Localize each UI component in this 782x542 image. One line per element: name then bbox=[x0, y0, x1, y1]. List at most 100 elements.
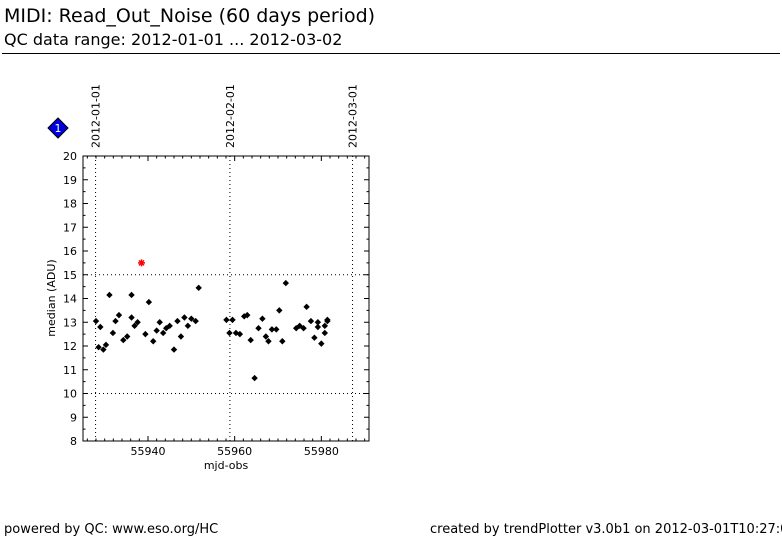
data-point bbox=[150, 338, 157, 345]
report-badge-label: 1 bbox=[55, 122, 62, 135]
data-point bbox=[92, 317, 100, 325]
y-tick-label: 10 bbox=[63, 388, 77, 401]
data-point bbox=[307, 317, 315, 325]
outlier-point bbox=[138, 259, 145, 267]
data-point bbox=[184, 322, 192, 330]
data-point bbox=[106, 291, 113, 299]
plot-frame bbox=[82, 155, 370, 442]
data-point bbox=[109, 329, 117, 337]
data-point bbox=[128, 291, 135, 299]
report-badge-icon: 1 bbox=[47, 117, 69, 139]
data-point bbox=[268, 326, 276, 333]
data-point bbox=[174, 317, 181, 325]
y-tick-label: 17 bbox=[63, 221, 77, 234]
date-marker-label: 2012-03-01 bbox=[347, 84, 360, 148]
data-point bbox=[134, 319, 141, 326]
data-point bbox=[255, 324, 262, 332]
data-point bbox=[279, 338, 286, 345]
data-point bbox=[188, 315, 195, 322]
y-tick-label: 20 bbox=[63, 150, 77, 163]
axis-ticks bbox=[83, 155, 369, 442]
footer-created-by: created by trendPlotter v3.0b1 on 2012-0… bbox=[430, 522, 782, 537]
data-point bbox=[262, 333, 270, 340]
outlier-stroke bbox=[138, 259, 145, 266]
data-point bbox=[282, 279, 289, 287]
y-tick-label: 14 bbox=[63, 293, 77, 306]
data-point bbox=[95, 343, 102, 351]
page-title: MIDI: Read_Out_Noise (60 days period) bbox=[4, 5, 376, 27]
data-point bbox=[273, 326, 280, 333]
data-point bbox=[311, 334, 318, 341]
data-point bbox=[100, 346, 107, 353]
data-point bbox=[241, 313, 248, 320]
data-point bbox=[223, 316, 230, 324]
data-point bbox=[128, 314, 135, 321]
data-point bbox=[192, 317, 199, 325]
data-point bbox=[181, 314, 188, 321]
y-tick-labels: 8 9 10 11 12 13 14 15 16 17 18 19 20 bbox=[63, 150, 77, 448]
data-point bbox=[156, 319, 163, 326]
data-point bbox=[244, 311, 251, 319]
data-point bbox=[324, 316, 331, 324]
data-point bbox=[303, 303, 310, 311]
date-marker-labels: 2012-01-01 2012-02-01 2012-03-01 bbox=[90, 84, 360, 148]
page-subtitle: QC data range: 2012-01-01 ... 2012-03-02 bbox=[4, 30, 343, 49]
x-tick-label: 55940 bbox=[131, 445, 166, 458]
data-point bbox=[321, 322, 328, 330]
data-point bbox=[195, 284, 202, 292]
data-point bbox=[145, 298, 153, 306]
data-point bbox=[265, 338, 272, 345]
date-marker-label: 2012-01-01 bbox=[90, 84, 103, 148]
y-tick-label: 8 bbox=[70, 435, 77, 448]
data-point bbox=[142, 330, 149, 338]
data-point bbox=[318, 340, 325, 347]
data-point bbox=[131, 322, 138, 330]
y-tick-label: 18 bbox=[63, 198, 77, 211]
data-point bbox=[314, 319, 322, 326]
data-point bbox=[259, 315, 266, 322]
footer-powered-by: powered by QC: www.eso.org/HC bbox=[4, 522, 219, 537]
data-point bbox=[229, 316, 236, 324]
y-tick-label: 9 bbox=[70, 411, 77, 424]
data-point bbox=[153, 327, 160, 334]
y-tick-label: 16 bbox=[63, 245, 77, 258]
y-tick-label: 15 bbox=[63, 269, 77, 282]
y-tick-label: 19 bbox=[63, 174, 77, 187]
data-point bbox=[124, 333, 131, 340]
y-axis-label: median (ADU) bbox=[45, 259, 58, 336]
y-tick-label: 13 bbox=[63, 316, 77, 329]
data-point bbox=[236, 330, 244, 338]
outlier-stroke bbox=[138, 259, 145, 266]
data-point bbox=[324, 317, 331, 325]
data-point bbox=[170, 346, 178, 353]
data-point bbox=[115, 311, 123, 319]
data-point bbox=[296, 322, 303, 330]
x-tick-label: 55980 bbox=[304, 445, 339, 458]
data-point bbox=[300, 324, 307, 332]
data-point bbox=[97, 323, 104, 331]
x-tick-labels: 55940 55960 55980 bbox=[131, 445, 339, 458]
data-point bbox=[102, 341, 110, 349]
data-point bbox=[163, 324, 170, 332]
data-point bbox=[166, 322, 173, 330]
data-point bbox=[314, 323, 322, 331]
data-points bbox=[92, 259, 331, 382]
data-point bbox=[251, 374, 258, 382]
data-point bbox=[177, 333, 185, 340]
data-point bbox=[321, 329, 328, 337]
data-point bbox=[247, 336, 254, 344]
data-point bbox=[293, 324, 300, 332]
x-tick-label: 55960 bbox=[217, 445, 252, 458]
x-axis-label: mjd-obs bbox=[204, 459, 249, 472]
data-point bbox=[159, 329, 167, 337]
data-point bbox=[120, 336, 127, 344]
data-point bbox=[276, 307, 283, 314]
y-tick-label: 12 bbox=[63, 340, 77, 353]
header-divider bbox=[2, 53, 780, 54]
y-tick-label: 11 bbox=[63, 364, 77, 377]
gridlines bbox=[83, 156, 369, 441]
data-point bbox=[226, 329, 233, 337]
date-marker-label: 2012-02-01 bbox=[224, 84, 237, 148]
data-point bbox=[112, 317, 119, 325]
